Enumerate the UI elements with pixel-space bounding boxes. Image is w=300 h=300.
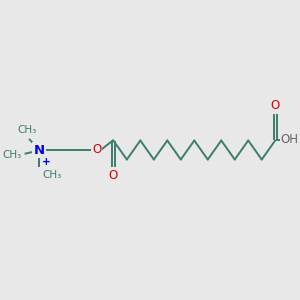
Text: O: O xyxy=(92,142,101,156)
Text: O: O xyxy=(271,99,280,112)
Text: CH₃: CH₃ xyxy=(18,125,37,136)
Text: +: + xyxy=(41,157,50,167)
Text: CH₃: CH₃ xyxy=(42,170,61,180)
Text: O: O xyxy=(109,169,118,182)
Text: OH: OH xyxy=(280,133,298,146)
Text: CH₃: CH₃ xyxy=(2,150,22,160)
Text: N: N xyxy=(34,143,45,157)
